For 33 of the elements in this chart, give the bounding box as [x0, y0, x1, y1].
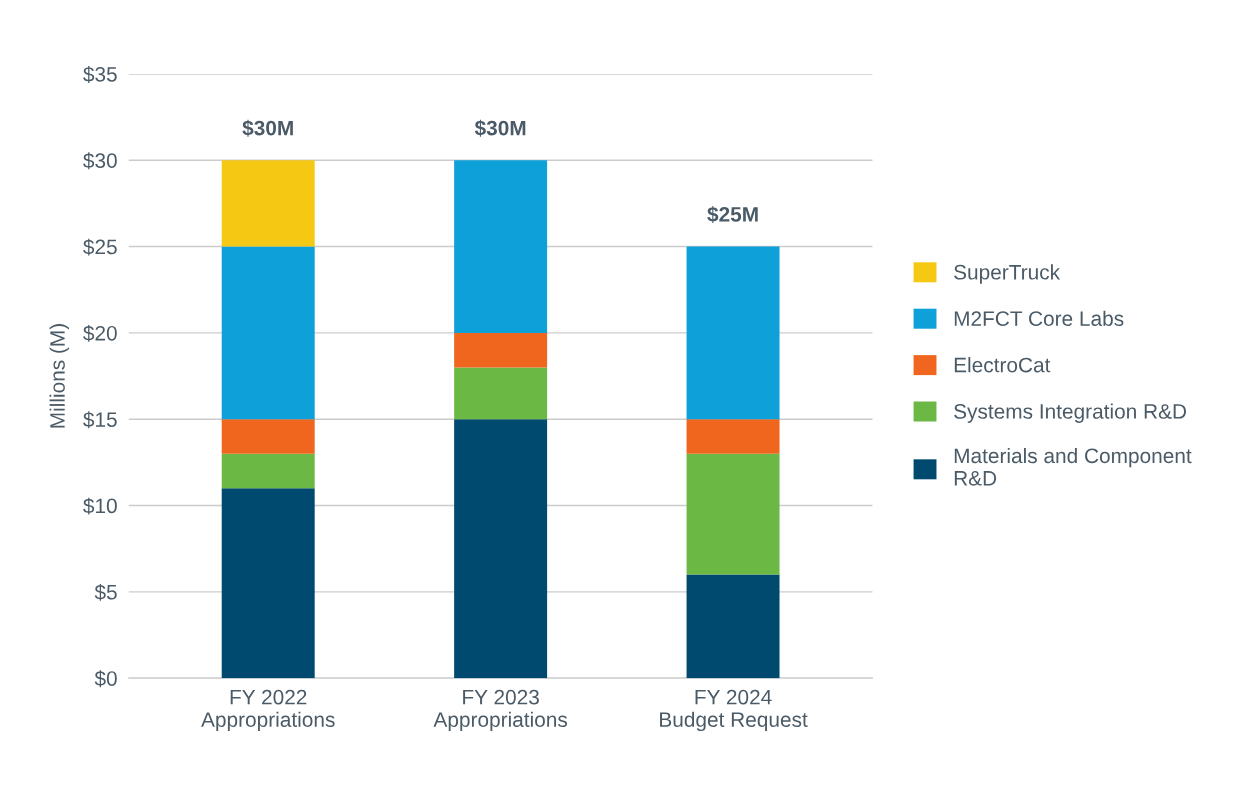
- x-tick-label: FY 2022 Appropriations: [201, 689, 335, 732]
- x-tick-label: FY 2024 Budget Request: [660, 689, 808, 732]
- bar: [686, 453, 780, 575]
- y-tick-label: $20: [83, 325, 117, 342]
- legend-label: Systems Integration R&D: [954, 403, 1187, 423]
- total-label: $30M: [474, 119, 526, 137]
- y-tick-label: $5: [94, 583, 117, 601]
- legend-label: M2FCT Core Labs: [954, 310, 1124, 326]
- y-tick-label: $35: [83, 66, 117, 83]
- y-tick-label: $25: [83, 238, 117, 256]
- bar: [221, 419, 315, 454]
- bar: [454, 160, 548, 333]
- legend-label: ElectroCat: [954, 357, 1051, 373]
- y-tick-label: $30: [83, 152, 117, 170]
- y-tick-label: $10: [83, 497, 117, 515]
- legend-label: Materials and Component R&D: [954, 447, 1192, 486]
- bar: [686, 574, 780, 679]
- total-label: $25M: [707, 206, 758, 224]
- y-tick-label: $15: [83, 411, 117, 429]
- bar: [454, 419, 548, 679]
- bar: [221, 160, 315, 247]
- bar: [454, 332, 548, 368]
- bar: [221, 453, 315, 489]
- bar: [454, 367, 548, 420]
- total-label: $30M: [242, 119, 293, 137]
- bar: [221, 488, 315, 679]
- bar: [686, 419, 780, 454]
- bar: [686, 246, 780, 420]
- legend-label: SuperTruck: [954, 264, 1061, 284]
- x-tick-label: FY 2023 Appropriations: [433, 689, 568, 732]
- bar: [221, 246, 315, 420]
- y-tick-label: $0: [94, 670, 117, 688]
- y-axis-title: Millions (M): [49, 324, 69, 428]
